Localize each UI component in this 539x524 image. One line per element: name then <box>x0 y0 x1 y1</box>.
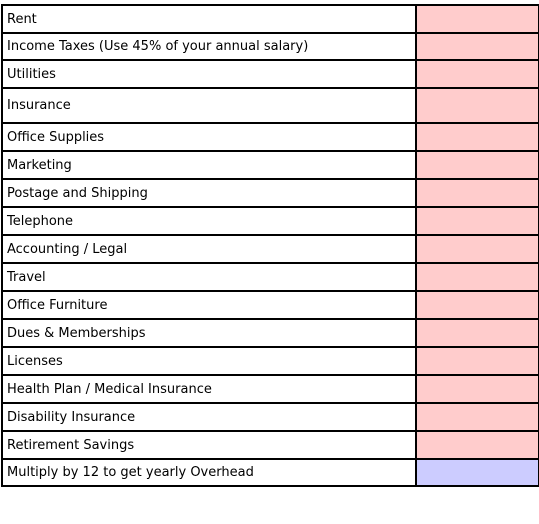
expense-label: Office Supplies <box>1 122 417 152</box>
expense-amount-cell[interactable] <box>415 430 539 460</box>
expense-amount-input[interactable] <box>421 325 537 341</box>
total-label: Multiply by 12 to get yearly Overhead <box>1 458 417 487</box>
expense-amount-input[interactable] <box>421 129 537 145</box>
total-amount-cell[interactable] <box>415 458 539 487</box>
expense-amount-cell[interactable] <box>415 178 539 208</box>
expense-row-marketing: Marketing <box>1 150 539 180</box>
expense-amount-input[interactable] <box>421 353 537 369</box>
expense-amount-input[interactable] <box>421 185 537 201</box>
expense-label: Dues & Memberships <box>1 318 417 348</box>
expense-amount-input[interactable] <box>421 11 537 27</box>
expense-row-licenses: Licenses <box>1 346 539 376</box>
expense-label: Postage and Shipping <box>1 178 417 208</box>
expense-label: Office Furniture <box>1 290 417 320</box>
total-amount-input[interactable] <box>421 465 537 480</box>
expense-amount-cell[interactable] <box>415 318 539 348</box>
expense-label: Licenses <box>1 346 417 376</box>
expense-row-retirement-savings: Retirement Savings <box>1 430 539 460</box>
expense-amount-cell[interactable] <box>415 262 539 292</box>
expense-label: Utilities <box>1 59 417 89</box>
expense-row-insurance: Insurance <box>1 87 539 124</box>
expense-row-postage-shipping: Postage and Shipping <box>1 178 539 208</box>
expense-label: Telephone <box>1 206 417 236</box>
expense-amount-cell[interactable] <box>415 206 539 236</box>
total-row: Multiply by 12 to get yearly Overhead <box>1 458 539 487</box>
expense-label: Retirement Savings <box>1 430 417 460</box>
expense-amount-input[interactable] <box>421 269 537 285</box>
expense-row-income-taxes: Income Taxes (Use 45% of your annual sal… <box>1 32 539 61</box>
worksheet-body: Rent Income Taxes (Use 45% of your annua… <box>1 4 539 487</box>
expense-row-accounting-legal: Accounting / Legal <box>1 234 539 264</box>
expense-amount-cell[interactable] <box>415 402 539 432</box>
expense-row-office-supplies: Office Supplies <box>1 122 539 152</box>
expense-amount-cell[interactable] <box>415 122 539 152</box>
expense-row-rent: Rent <box>1 4 539 34</box>
expense-amount-cell[interactable] <box>415 290 539 320</box>
expense-amount-input[interactable] <box>421 381 537 397</box>
expense-amount-cell[interactable] <box>415 374 539 404</box>
expense-amount-input[interactable] <box>421 157 537 173</box>
expense-amount-input[interactable] <box>421 409 537 425</box>
expense-amount-cell[interactable] <box>415 4 539 34</box>
expense-amount-input[interactable] <box>421 98 537 113</box>
expense-row-travel: Travel <box>1 262 539 292</box>
expense-amount-input[interactable] <box>421 213 537 229</box>
expense-amount-cell[interactable] <box>415 32 539 61</box>
expense-amount-input[interactable] <box>421 297 537 313</box>
expense-row-disability-insurance: Disability Insurance <box>1 402 539 432</box>
expense-label: Insurance <box>1 87 417 124</box>
expense-row-office-furniture: Office Furniture <box>1 290 539 320</box>
expense-label: Income Taxes (Use 45% of your annual sal… <box>1 32 417 61</box>
overhead-worksheet: Rent Income Taxes (Use 45% of your annua… <box>1 4 539 487</box>
expense-row-utilities: Utilities <box>1 59 539 89</box>
expense-amount-input[interactable] <box>421 39 537 54</box>
expense-label: Marketing <box>1 150 417 180</box>
expense-amount-input[interactable] <box>421 241 537 257</box>
expense-label: Disability Insurance <box>1 402 417 432</box>
expense-amount-cell[interactable] <box>415 234 539 264</box>
expense-amount-cell[interactable] <box>415 87 539 124</box>
expense-amount-cell[interactable] <box>415 59 539 89</box>
expense-row-telephone: Telephone <box>1 206 539 236</box>
expense-amount-input[interactable] <box>421 66 537 82</box>
expense-label: Travel <box>1 262 417 292</box>
expense-row-dues-memberships: Dues & Memberships <box>1 318 539 348</box>
expense-amount-cell[interactable] <box>415 150 539 180</box>
expense-amount-cell[interactable] <box>415 346 539 376</box>
expense-label: Rent <box>1 4 417 34</box>
expense-label: Accounting / Legal <box>1 234 417 264</box>
expense-row-health-plan: Health Plan / Medical Insurance <box>1 374 539 404</box>
expense-label: Health Plan / Medical Insurance <box>1 374 417 404</box>
expense-amount-input[interactable] <box>421 437 537 453</box>
